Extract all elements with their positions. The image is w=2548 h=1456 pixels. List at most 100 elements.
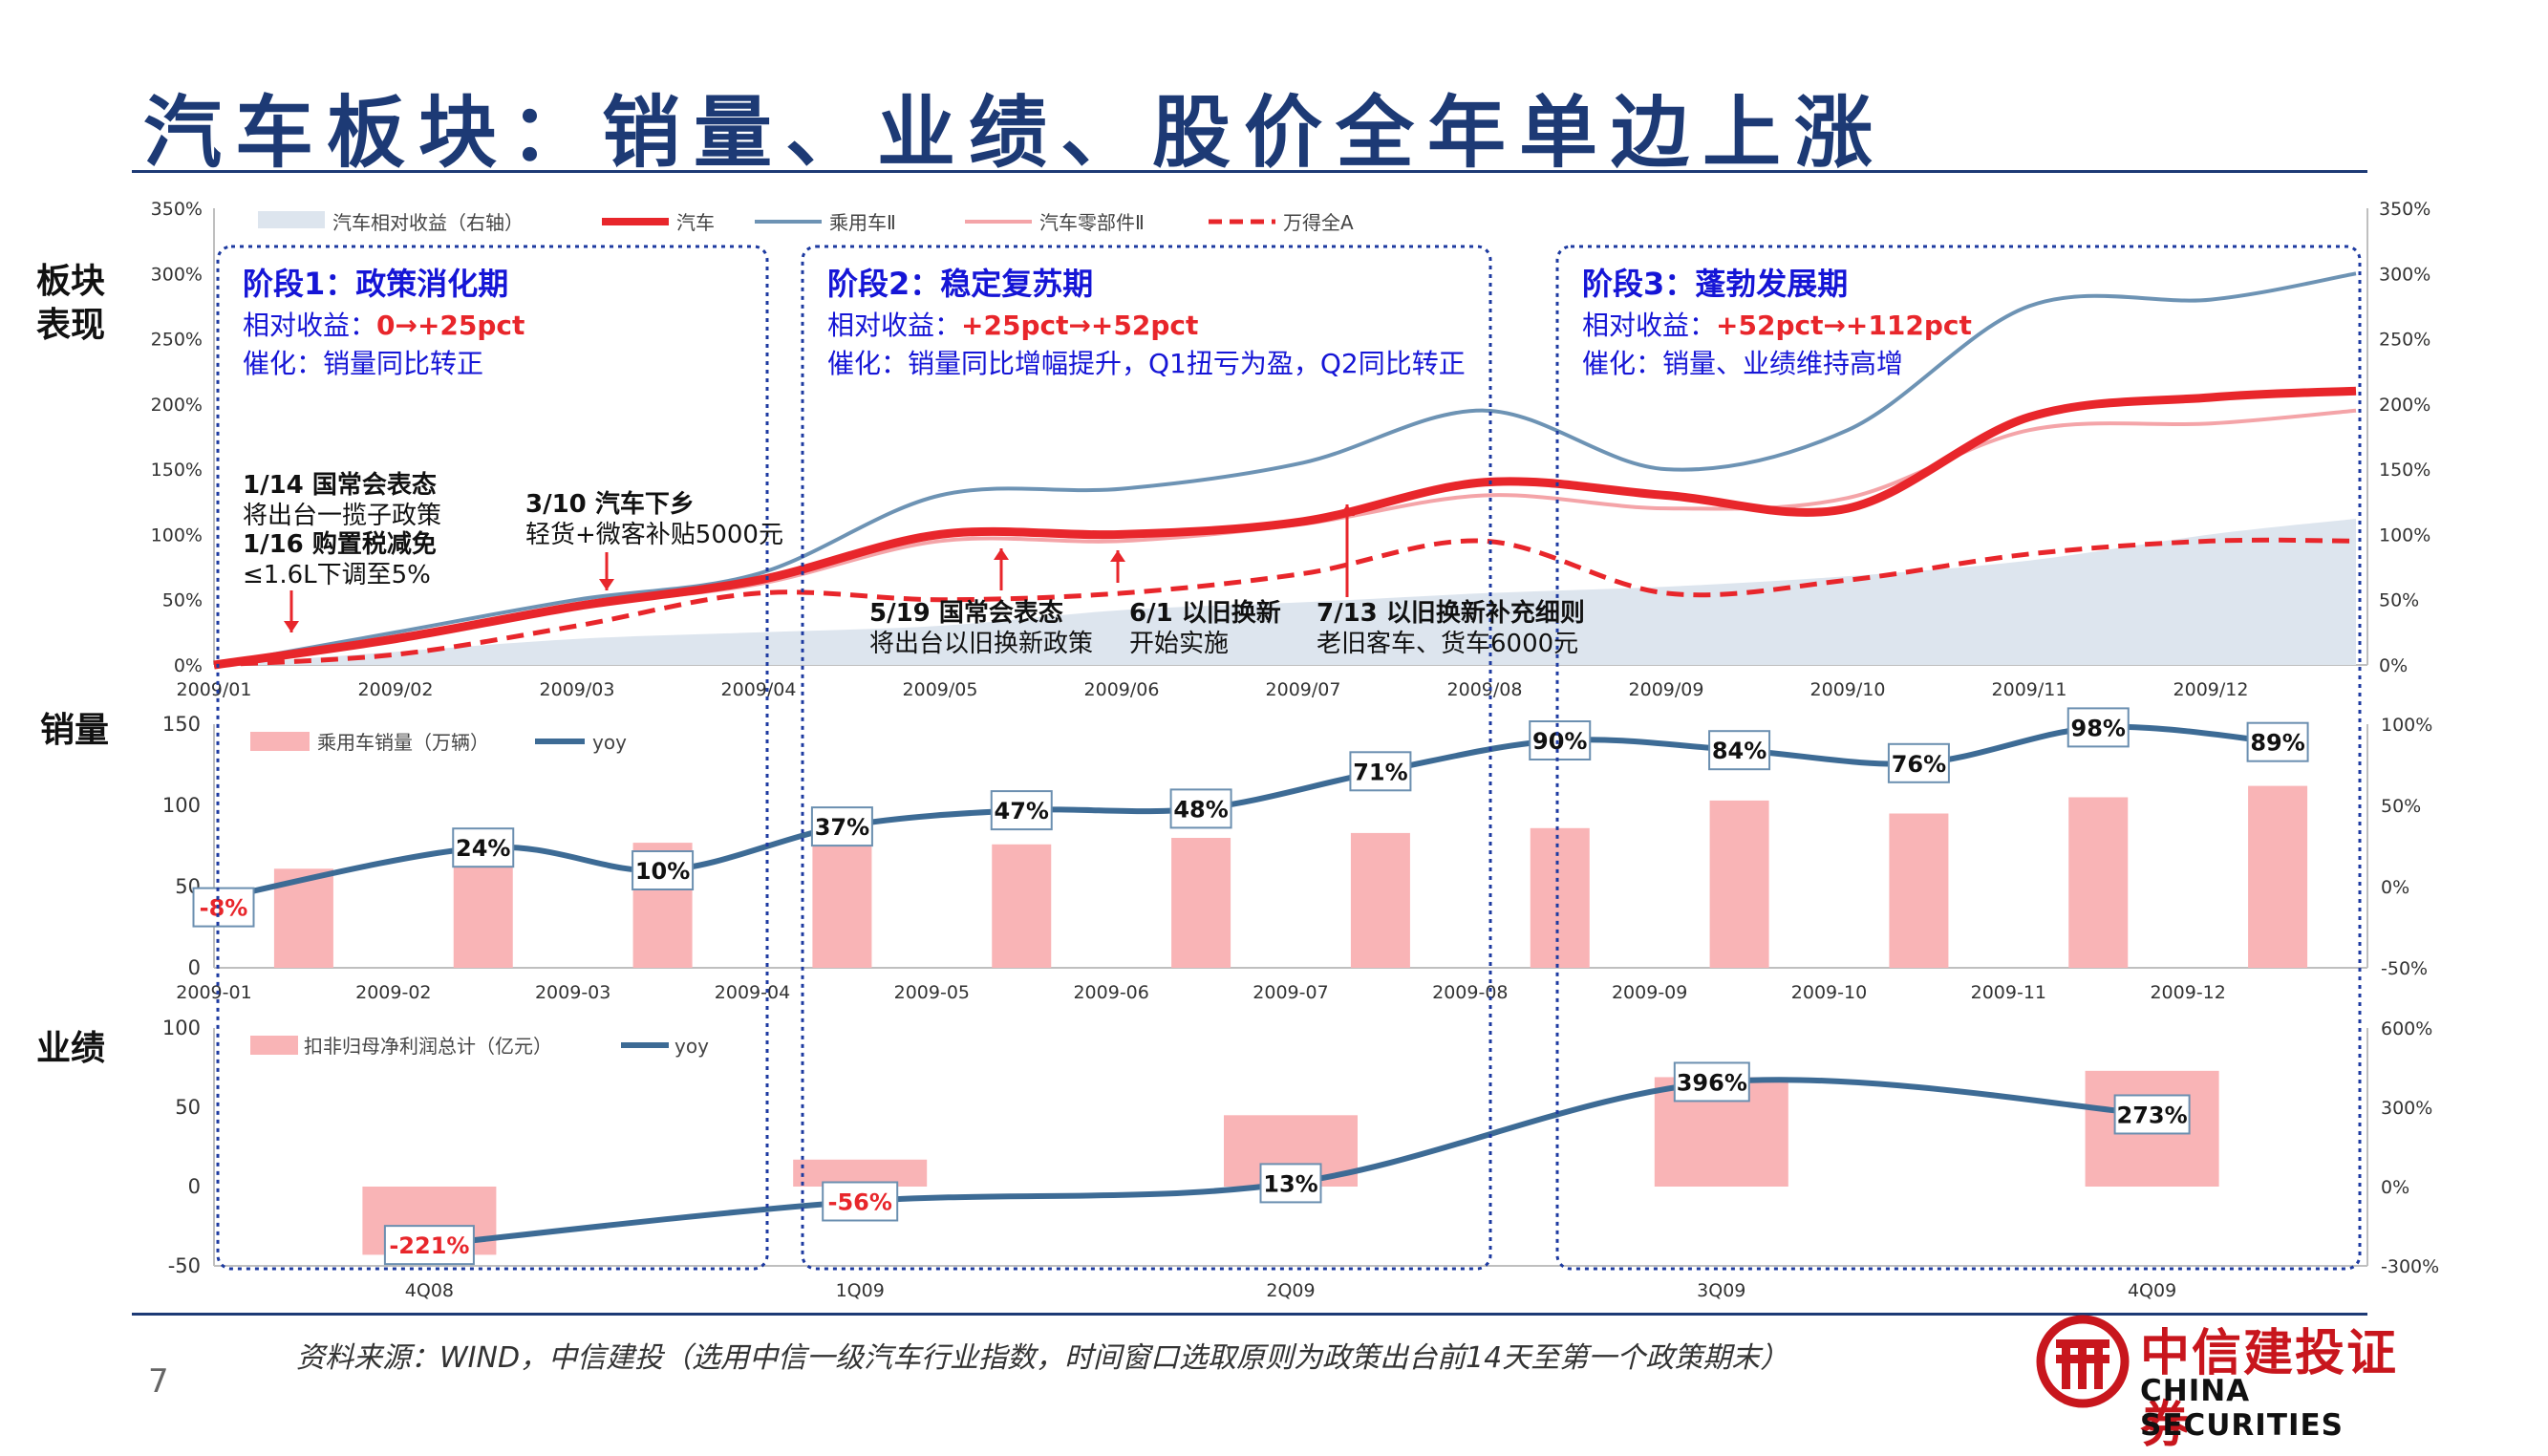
- stage-title: 阶段3：蓬勃发展期: [1582, 266, 1848, 302]
- legend-label: 扣非归母净利润总计（亿元）: [304, 1035, 552, 1058]
- y-tick-label: 100: [162, 794, 201, 817]
- yoy-label-box: [383, 1225, 475, 1266]
- yoy-label: 90%: [1532, 728, 1587, 755]
- stage-relative-return: 相对收益：+25pct→+52pct: [827, 310, 1198, 341]
- y2-tick-label: 600%: [2381, 1018, 2432, 1039]
- stage-box: [1555, 245, 2362, 1271]
- legend-label: 万得全A: [1283, 211, 1354, 234]
- x-tick-label: 2009-10: [1791, 982, 1867, 1003]
- x-tick-label: 2009/09: [1629, 679, 1704, 700]
- x-tick-label: 2009-02: [355, 982, 431, 1003]
- y2-tick-label: 150%: [2379, 460, 2430, 481]
- yoy-label: -221%: [389, 1232, 469, 1259]
- legend-swatch-bar: [250, 1036, 298, 1055]
- annotation-title: 3/10 汽车下乡: [525, 489, 695, 519]
- yoy-label: -8%: [200, 895, 248, 922]
- yoy-label: 37%: [815, 814, 869, 841]
- yoy-label: 76%: [1892, 751, 1946, 778]
- legend-swatch-area: [258, 211, 325, 228]
- yoy-label-box: [822, 1181, 899, 1222]
- y2-tick-label: 50%: [2379, 590, 2419, 611]
- yoy-label-box: [1708, 730, 1771, 771]
- x-tick-label: 2009-07: [1253, 982, 1328, 1003]
- y-tick-label: -50: [168, 1254, 201, 1277]
- yoy-label: 396%: [1677, 1069, 1747, 1096]
- x-tick-label: 2009-11: [1971, 982, 2046, 1003]
- yoy-label: 273%: [2117, 1102, 2188, 1128]
- yoy-label: -56%: [827, 1188, 891, 1215]
- yoy-label: 10%: [635, 858, 690, 885]
- x-tick-label: 2009/03: [540, 679, 615, 700]
- y2-tick-label: 50%: [2381, 796, 2421, 817]
- stage-relative-value: +52pct→+112pct: [1716, 310, 1972, 341]
- yoy-label-box: [192, 887, 255, 928]
- yoy-label-box: [2246, 721, 2309, 762]
- sales-bar: [1709, 800, 1769, 968]
- yoy-label: 84%: [1712, 738, 1766, 764]
- x-tick-label: 4Q08: [405, 1280, 454, 1301]
- x-tick-label: 2009-03: [535, 982, 610, 1003]
- source-note: 资料来源：WIND，中信建投（选用中信一级汽车行业指数，时间窗口选取原则为政策出…: [296, 1341, 1789, 1375]
- x-tick-label: 4Q09: [2128, 1280, 2176, 1301]
- y2-tick-label: -50%: [2381, 958, 2428, 979]
- legend-label: 乘用车销量（万辆）: [317, 731, 489, 754]
- series-line-passenger: [213, 271, 2357, 667]
- yoy-label-box: [1349, 751, 1412, 792]
- stage-catalyst: 催化：销量同比增幅提升，Q1扭亏为盈，Q2同比转正: [827, 348, 1466, 379]
- x-tick-label: 2009/10: [1810, 679, 1886, 700]
- annotation-arrowhead: [1110, 550, 1125, 562]
- annotation-title: 1/16 购置税减免: [243, 529, 437, 559]
- y2-tick-label: 100%: [2381, 715, 2432, 736]
- legend-label: 汽车零部件Ⅱ: [1039, 211, 1145, 234]
- stage-relative-label: 相对收益：: [827, 310, 961, 341]
- yoy-label: 89%: [2250, 730, 2304, 757]
- x-tick-label: 2009-09: [1612, 982, 1687, 1003]
- x-tick-label: 2009/02: [358, 679, 434, 700]
- annotation-text: 将出台以旧换新政策: [869, 630, 1093, 658]
- y2-tick-label: 0%: [2381, 877, 2409, 898]
- legend-label: 汽车: [676, 211, 715, 234]
- x-tick-label: 2009/04: [721, 679, 797, 700]
- sales-bar: [1171, 838, 1231, 968]
- stage-relative-label: 相对收益：: [1582, 310, 1716, 341]
- page-number: 7: [148, 1362, 169, 1401]
- x-tick-label: 3Q09: [1697, 1280, 1745, 1301]
- sales-bar: [812, 832, 872, 968]
- yoy-label: 47%: [995, 798, 1049, 824]
- x-tick-label: 2009/05: [903, 679, 978, 700]
- x-tick-label: 2009/06: [1084, 679, 1160, 700]
- sales-bar: [992, 844, 1052, 968]
- logo-cn-text: 中信建投证券: [2140, 1325, 2399, 1454]
- x-tick-label: 2009-06: [1073, 982, 1148, 1003]
- yoy-label-box: [810, 806, 873, 847]
- y-tick-label: 0%: [174, 655, 203, 676]
- y-tick-label: 250%: [151, 330, 203, 351]
- y-tick-label: 50: [175, 1096, 201, 1119]
- yoy-label-box: [2113, 1094, 2191, 1135]
- title-rule: [132, 170, 2367, 173]
- y2-tick-label: 100%: [2379, 525, 2430, 546]
- stage-box: [216, 245, 769, 1271]
- yoy-label-box: [1887, 742, 1950, 783]
- annotation-arrowhead: [599, 579, 614, 590]
- x-tick-label: 2009-05: [894, 982, 970, 1003]
- logo-en-text: CHINA SECURITIES: [2140, 1374, 2345, 1443]
- y-tick-label: 350%: [151, 199, 203, 220]
- y-tick-label: 100%: [151, 525, 203, 546]
- y-tick-label: 150%: [151, 460, 203, 481]
- y-tick-label: 300%: [151, 264, 203, 285]
- annotation-text: 老旧客车、货车6000元: [1317, 630, 1578, 658]
- annotation-text: 轻货+微客补贴5000元: [525, 521, 783, 549]
- yoy-label: 71%: [1353, 759, 1407, 785]
- annotation-arrowhead: [1339, 504, 1355, 516]
- x-tick-label: 2009-01: [176, 982, 251, 1003]
- annotation-title: 1/14 国常会表态: [243, 470, 437, 500]
- legend-label: 乘用车Ⅱ: [829, 211, 896, 234]
- series-line-sales-yoy: [213, 723, 2279, 903]
- yoy-label-box: [1169, 788, 1232, 829]
- x-tick-label: 2009/01: [177, 679, 252, 700]
- y2-tick-label: 300%: [2381, 1098, 2432, 1119]
- sales-bar: [2248, 785, 2308, 968]
- yoy-label: 98%: [2071, 715, 2126, 741]
- annotation-arrowhead: [284, 621, 299, 632]
